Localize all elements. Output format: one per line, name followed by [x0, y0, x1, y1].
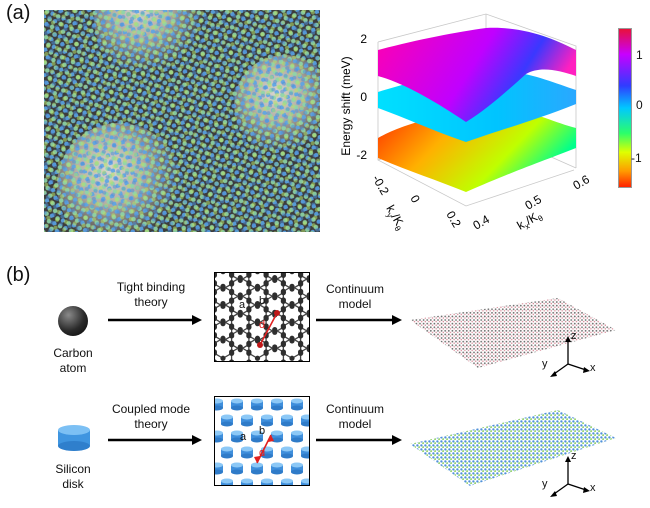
ky-tick: 0.2	[443, 209, 464, 231]
axis-x-label: x	[590, 482, 596, 494]
lattice-b-label: b	[259, 425, 266, 437]
silicon-disk-label: Silicon disk	[55, 462, 91, 491]
lattice-a-label: a	[240, 431, 247, 443]
ky-tick: -0.2	[369, 173, 392, 198]
kx-tick: 0.6	[571, 172, 593, 193]
band-surface-plot: 2 0 -2 Energy shift (meV) -0.2 0 0.2 ky/…	[336, 10, 610, 236]
arrow-right-icon	[316, 432, 402, 445]
z-axis-label: Energy shift (meV)	[339, 56, 353, 155]
panel-b-label: (b)	[6, 264, 31, 286]
tight-binding-label: Tight binding theory	[116, 280, 186, 309]
colorbar-tick: -1	[631, 151, 642, 165]
axis-x-label: x	[590, 362, 596, 374]
xyz-axes-icon: z x y	[540, 330, 600, 380]
panel-a-label: (a)	[6, 2, 31, 24]
arrow-right-icon	[108, 312, 202, 325]
continuum-sheet-disks	[408, 404, 618, 488]
coupled-mode-label: Coupled mode theory	[111, 402, 191, 431]
ky-tick: 0	[407, 193, 423, 206]
xyz-axes-icon: z x y	[540, 450, 600, 502]
lattice-a-label: a	[239, 299, 246, 311]
moire-lattice-illustration	[44, 0, 334, 247]
axis-y-label: y	[542, 478, 548, 490]
ky-axis-label: ky/Kθ	[382, 203, 409, 234]
continuum-model-label: Continuum model	[325, 402, 385, 431]
colorbar-tick: 1	[636, 48, 643, 62]
z-tick: 0	[360, 90, 367, 104]
silicon-disk-icon	[56, 424, 92, 452]
graphene-lattice: a b d	[214, 272, 310, 362]
axis-z-label: z	[571, 330, 577, 342]
continuum-sheet-graphene	[408, 290, 618, 370]
lattice-b-label: b	[259, 295, 266, 307]
kx-tick: 0.5	[523, 192, 545, 213]
axis-y-label: y	[542, 358, 548, 370]
kx-axis-label: kx/Kθ	[515, 207, 546, 234]
axis-z-label: z	[571, 450, 577, 462]
continuum-model-label: Continuum model	[325, 282, 385, 311]
z-tick: 2	[360, 32, 367, 46]
colorbar	[618, 28, 632, 188]
colorbar-tick: 0	[636, 98, 643, 112]
z-tick: -2	[356, 148, 367, 162]
lattice-d-label: d	[259, 319, 266, 331]
lattice-d-label: d	[259, 447, 266, 459]
disk-lattice: a b d	[214, 396, 310, 486]
arrow-right-icon	[108, 432, 202, 445]
carbon-atom-icon	[58, 306, 88, 336]
arrow-right-icon	[316, 312, 402, 325]
kx-tick: 0.4	[471, 212, 493, 233]
carbon-atom-label: Carbon atom	[53, 346, 93, 375]
